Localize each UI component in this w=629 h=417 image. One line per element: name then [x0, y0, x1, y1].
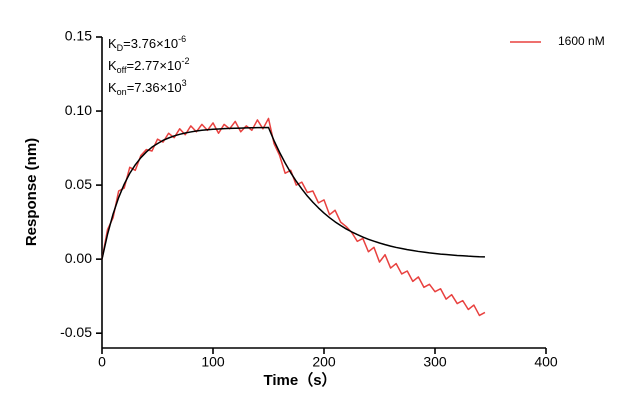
legend-label: 1600 nM — [558, 34, 605, 48]
x-axis-label: Time（s） — [263, 371, 336, 389]
annotation: Koff=2.77×10-2 — [108, 56, 189, 75]
annotation-k: K — [108, 58, 117, 73]
annotation: KD=3.76×10-6 — [108, 34, 186, 53]
x-tick-label: 0 — [98, 354, 106, 370]
annotation-sup: -2 — [181, 56, 189, 66]
fit-line — [101, 126, 485, 260]
annotation-sup: 3 — [182, 78, 187, 88]
annotation-sup: -6 — [178, 34, 186, 44]
y-axis-label: Response (nm) — [23, 138, 40, 246]
y-tick-label: 0.10 — [65, 102, 92, 118]
x-tick-label: 200 — [312, 354, 336, 370]
annotation-sub: D — [117, 43, 124, 53]
annotation-text: =3.76×10 — [123, 36, 178, 51]
y-tick-label: 0.15 — [65, 28, 92, 44]
annotation-text: =2.77×10 — [127, 58, 182, 73]
annotation-sub: off — [117, 65, 127, 75]
x-tick-label: 400 — [534, 354, 558, 370]
annotation-sub: on — [117, 87, 127, 97]
annotation: Kon=7.36×103 — [108, 78, 187, 97]
annotation-text: =7.36×10 — [127, 80, 182, 95]
y-tick-label: 0.00 — [65, 250, 92, 266]
x-tick-label: 300 — [423, 354, 447, 370]
x-tick-label: 100 — [201, 354, 225, 370]
annotation-k: K — [108, 80, 117, 95]
data-line — [101, 117, 486, 317]
y-tick-label: -0.05 — [60, 324, 92, 340]
y-tick-label: 0.05 — [65, 176, 92, 192]
annotation-k: K — [108, 36, 117, 51]
